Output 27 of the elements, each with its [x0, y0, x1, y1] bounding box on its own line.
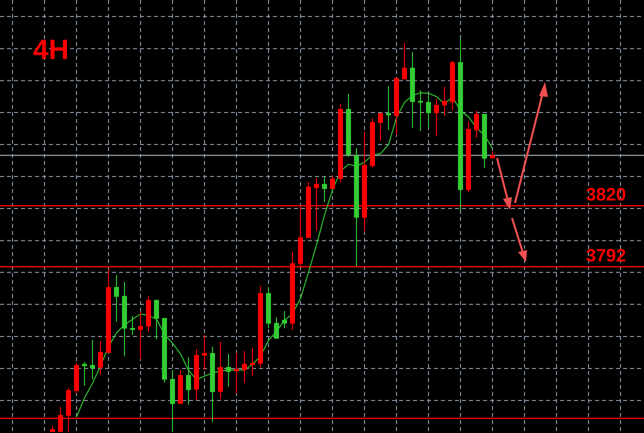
candlestick — [402, 42, 407, 80]
candlestick — [282, 310, 287, 329]
candlestick — [330, 174, 335, 190]
candlestick — [234, 352, 239, 394]
ref-line-label: 3792 — [586, 246, 626, 266]
candlestick — [114, 274, 119, 322]
ref-line-label: 3820 — [586, 184, 626, 205]
candlestick — [274, 316, 279, 340]
candlestick — [474, 110, 479, 138]
candlestick — [322, 176, 327, 203]
candlestick — [130, 315, 135, 336]
candlestick — [202, 334, 207, 371]
candlestick — [82, 361, 87, 386]
candlestick — [154, 298, 159, 340]
candlestick — [242, 350, 247, 384]
candlestick — [442, 86, 447, 116]
text: 4H — [33, 34, 69, 65]
candlestick — [138, 311, 143, 360]
candlestick — [226, 353, 231, 388]
candlestick — [98, 340, 103, 376]
candlestick — [250, 348, 255, 376]
candlestick — [386, 86, 391, 131]
candlestick — [426, 94, 431, 128]
candlestick — [90, 339, 95, 380]
candlestick — [378, 112, 383, 142]
candlestick — [186, 356, 191, 406]
candlestick — [434, 98, 439, 136]
